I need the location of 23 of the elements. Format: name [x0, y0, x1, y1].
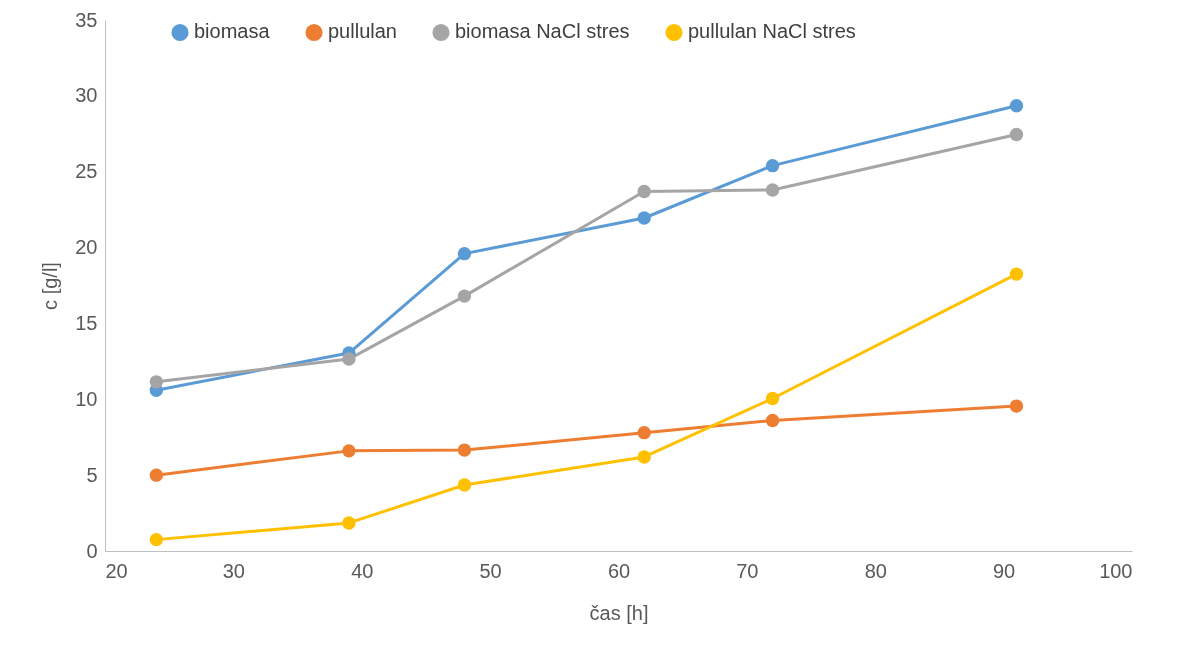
y-tick-label: 5 [86, 463, 98, 486]
x-axis-title: čas [h] [589, 601, 649, 624]
x-tick-label: 20 [105, 559, 128, 582]
x-tick-label: 100 [1099, 559, 1133, 582]
legend-label: biomasa NaCl stres [455, 20, 630, 43]
y-tick-label: 30 [75, 84, 98, 107]
x-tick-label: 30 [222, 559, 245, 582]
x-tick-label: 80 [864, 559, 887, 582]
y-axis-title: c [g/l] [39, 262, 62, 310]
x-tick-label: 90 [993, 559, 1016, 582]
x-tick-label: 60 [607, 559, 631, 582]
y-tick-label: 15 [75, 311, 98, 334]
y-tick-label: 35 [75, 8, 98, 31]
legend-label: biomasa [194, 20, 271, 43]
y-tick-label: 10 [75, 387, 98, 410]
y-tick-label: 20 [75, 236, 98, 259]
x-tick-label: 40 [351, 559, 374, 582]
legend-label: pullulan NaCl stres [688, 20, 856, 43]
y-tick-label: 25 [75, 160, 98, 183]
y-tick-label: 0 [86, 539, 98, 562]
x-tick-label: 70 [736, 559, 759, 582]
legend-label: pullulan [328, 20, 397, 43]
x-tick-label: 50 [479, 559, 502, 582]
